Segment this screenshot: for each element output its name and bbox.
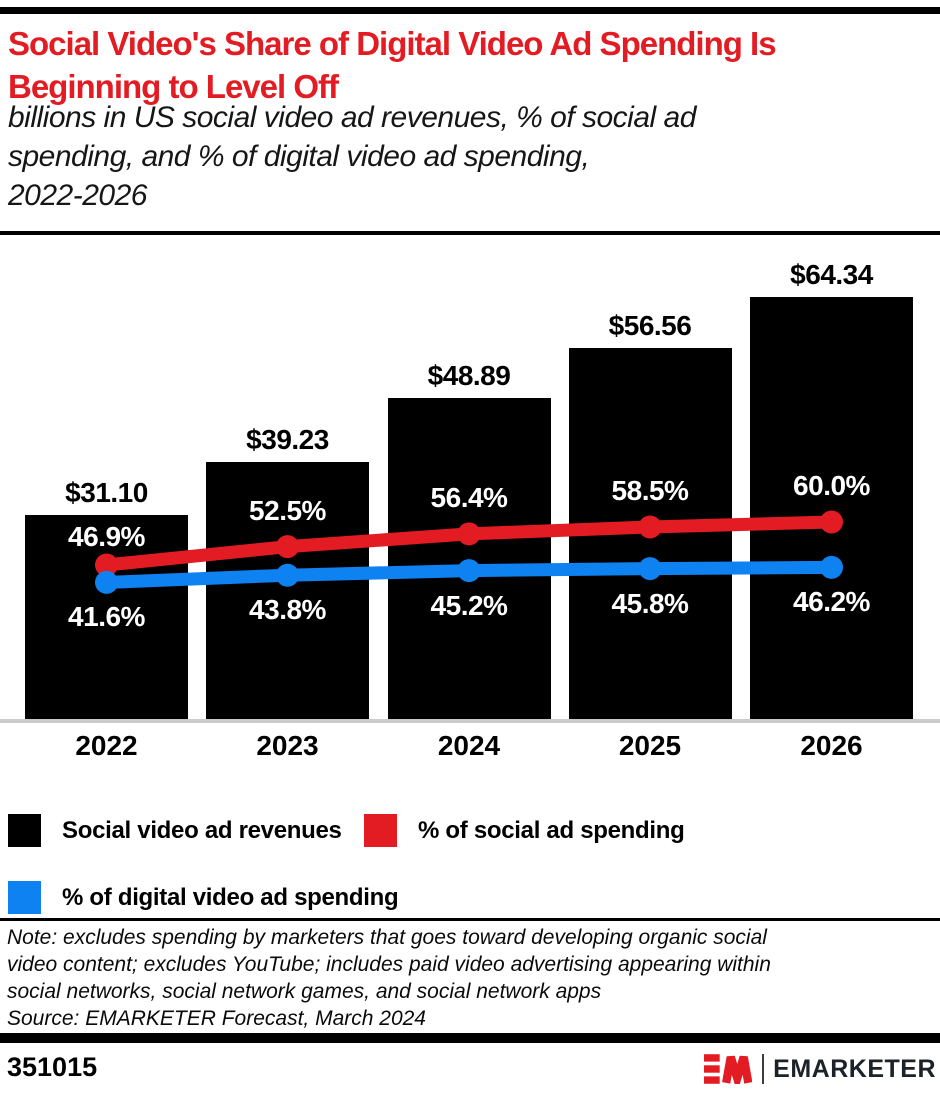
social-ad-pct-label-2023: 52.5%: [249, 494, 326, 526]
chart-subtitle-line1: billions in US social video ad revenues,…: [8, 101, 696, 134]
bar-value-label-2024: $48.89: [427, 360, 511, 392]
legend-swatch-revenues: [8, 814, 41, 847]
social-ad-pct-label-2025: 58.5%: [611, 474, 689, 506]
logo-wordmark: EMARKETER: [773, 1054, 936, 1083]
note-line1: Note: excludes spending by marketers tha…: [7, 926, 767, 949]
chart-title-line1: Social Video's Share of Digital Video Ad…: [8, 25, 777, 62]
social-ad-pct-label-2026: 60.0%: [793, 470, 870, 502]
note-line3: social networks, social network games, a…: [7, 980, 602, 1003]
social-ad-pct-label-2022: 46.9%: [68, 520, 145, 552]
data-point-2026: [820, 510, 843, 534]
digital-video-pct-label-2025: 45.8%: [611, 587, 689, 619]
digital-video-pct-label-2023: 43.8%: [249, 594, 326, 626]
legend-label-digital-video: % of digital video ad spending: [62, 884, 399, 911]
legend-swatch-social-ad: [364, 814, 397, 847]
legend-label-revenues: Social video ad revenues: [62, 817, 342, 844]
digital-video-pct-label-2026: 46.2%: [793, 586, 870, 618]
bar-value-label-2025: $56.56: [608, 309, 692, 341]
footer-divider-bar: [0, 1033, 940, 1043]
legend-item-social-video-revenues: Social video ad revenues: [8, 814, 342, 847]
data-point-2025: [638, 515, 662, 539]
legend-label-social-ad: % of social ad spending: [418, 817, 685, 844]
chart-title-line2: Beginning to Level Off: [8, 68, 339, 105]
x-axis-label-2023: 2023: [256, 730, 319, 761]
revenue-bar-2024: [387, 398, 551, 719]
em-logo-mark-icon: [704, 1054, 753, 1084]
data-point-2023: [276, 535, 299, 559]
data-point-2023: [276, 563, 299, 587]
chart-id: 351015: [7, 1052, 98, 1082]
revenue-bar-2026: [750, 296, 913, 719]
logo-divider: [762, 1054, 765, 1084]
legend-swatch-digital-video: [8, 881, 41, 914]
data-point-2022: [95, 553, 118, 577]
revenue-bar-2023: [206, 461, 369, 719]
bar-value-label-2023: $39.23: [246, 423, 329, 455]
x-axis-label-2025: 2025: [618, 730, 682, 761]
trend-lines-svg: [95, 510, 843, 594]
emarketer-logo: EMARKETER: [704, 1053, 936, 1085]
source-line: Source: EMARKETER Forecast, March 2024: [7, 1007, 426, 1030]
data-point-2026: [820, 555, 843, 579]
bar-value-label-2022: $31.10: [65, 476, 148, 508]
legend-divider: [0, 918, 940, 921]
digital-video-pct-label-2022: 41.6%: [68, 601, 145, 633]
data-point-2024: [457, 522, 481, 546]
chart-subtitle-line2: spending, and % of digital video ad spen…: [8, 140, 590, 173]
note-line2: video content; excludes YouTube; include…: [7, 953, 771, 976]
data-point-2025: [638, 557, 662, 581]
top-accent-bar: [0, 7, 940, 14]
x-axis-label-2026: 2026: [800, 730, 863, 761]
chart-title: Social Video's Share of Digital Video Ad…: [8, 22, 777, 108]
bar-line-chart: $31.10 2022 46.9% 41.6% $39.23 2023 52.5% 43.8%…: [0, 240, 940, 775]
x-axis-line: [0, 719, 940, 723]
x-axis-label-2022: 2022: [75, 730, 138, 761]
bar-value-label-2026: $64.34: [790, 258, 873, 290]
chart-labels-layer: $31.10 2022 46.9% 41.6% $39.23 2023 52.5% 43.8%…: [0, 240, 940, 775]
footnote: Note: excludes spending by marketers tha…: [7, 924, 771, 1032]
chart-subtitle: billions in US social video ad revenues,…: [8, 98, 696, 215]
chart-subtitle-line3: 2022-2026: [8, 179, 147, 212]
social-ad-pct-label-2024: 56.4%: [430, 481, 508, 513]
x-axis-label-2024: 2024: [437, 730, 501, 761]
data-point-2022: [95, 570, 118, 594]
legend-item-digital-video-spending: % of digital video ad spending: [8, 881, 399, 914]
data-point-2024: [457, 559, 481, 583]
digital-video-pct-label-2024: 45.2%: [430, 589, 508, 621]
header-divider: [0, 231, 940, 235]
revenue-bar-2022: [25, 514, 188, 719]
legend-item-social-ad-spending: % of social ad spending: [364, 814, 685, 847]
